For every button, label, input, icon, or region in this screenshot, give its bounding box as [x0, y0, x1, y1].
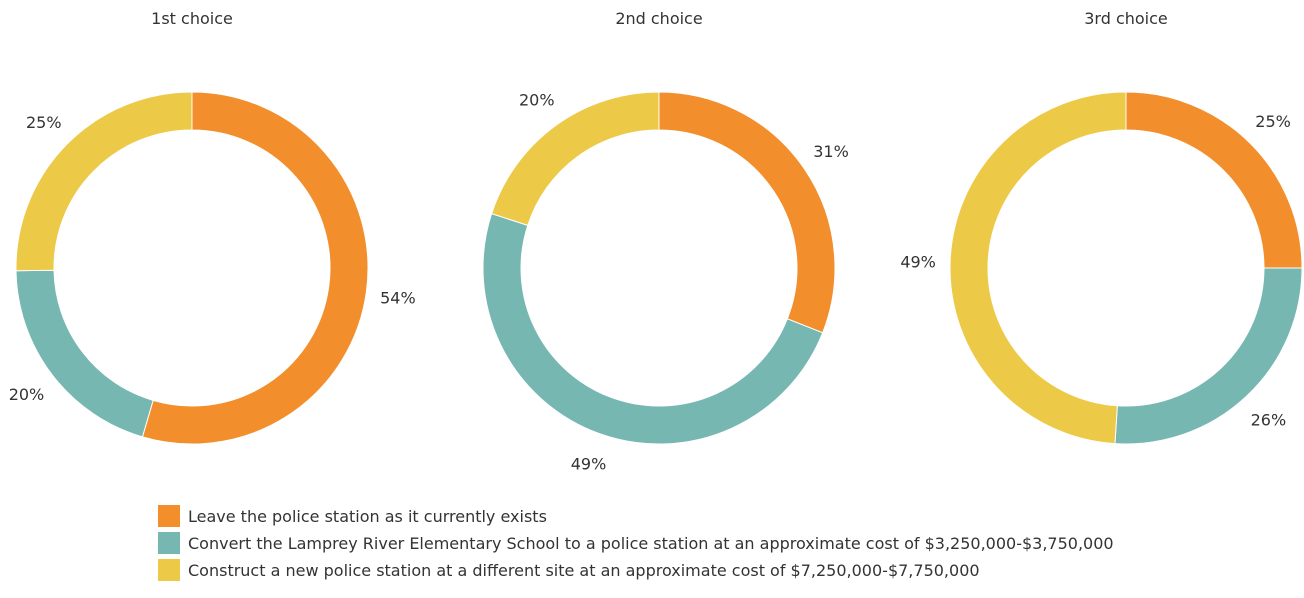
- slice-convert[interactable]: [15, 269, 154, 438]
- donut-charts: 1st choice 54% 20% 25% 2nd choice 31% 49% 20…: [9, 9, 1303, 474]
- legend-swatch-leave: [158, 505, 180, 527]
- slice-leave[interactable]: [658, 91, 836, 334]
- legend-item-construct[interactable]: Construct a new police station at a diff…: [158, 558, 1114, 582]
- legend-label: Leave the police station as it currently…: [188, 506, 547, 526]
- chart-title: 2nd choice: [615, 9, 702, 28]
- legend-swatch-convert: [158, 532, 180, 554]
- chart-title: 1st choice: [151, 9, 233, 28]
- legend-label: Construct a new police station at a diff…: [188, 560, 980, 580]
- slice-label-construct: 20%: [519, 91, 555, 110]
- slice-convert[interactable]: [482, 212, 824, 445]
- slice-label-convert: 49%: [571, 455, 607, 474]
- chart-title: 3rd choice: [1084, 9, 1168, 28]
- slice-label-convert: 20%: [9, 385, 45, 404]
- slice-label-leave: 54%: [380, 289, 416, 308]
- donut-chart-1st-choice: 1st choice 54% 20% 25%: [9, 9, 416, 445]
- legend-label: Convert the Lamprey River Elementary Sch…: [188, 533, 1114, 553]
- legend-swatch-construct: [158, 559, 180, 581]
- legend: Leave the police station as it currently…: [158, 504, 1114, 585]
- slice-label-convert: 26%: [1251, 411, 1287, 430]
- donut-chart-3rd-choice: 3rd choice 25% 26% 49%: [900, 9, 1303, 445]
- slice-label-leave: 31%: [813, 142, 849, 161]
- slice-label-construct: 25%: [26, 113, 62, 132]
- slice-construct[interactable]: [15, 91, 193, 272]
- slice-label-leave: 25%: [1255, 112, 1291, 131]
- slice-construct[interactable]: [949, 91, 1127, 445]
- slice-label-construct: 49%: [900, 252, 936, 271]
- donut-chart-2nd-choice: 2nd choice 31% 49% 20%: [482, 9, 849, 474]
- slice-construct[interactable]: [490, 91, 660, 226]
- legend-item-convert[interactable]: Convert the Lamprey River Elementary Sch…: [158, 531, 1114, 555]
- legend-item-leave[interactable]: Leave the police station as it currently…: [158, 504, 1114, 528]
- slice-leave[interactable]: [141, 91, 369, 445]
